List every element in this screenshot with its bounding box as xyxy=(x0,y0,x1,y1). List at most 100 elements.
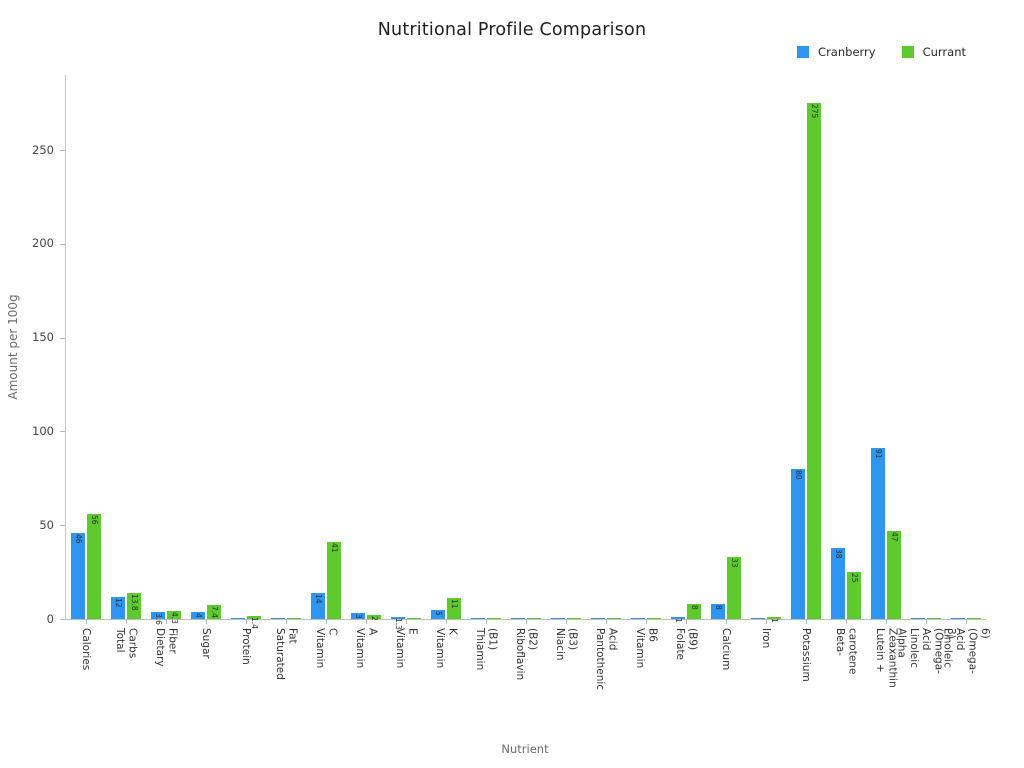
x-tick-mark xyxy=(365,619,367,624)
bar-currant: 7.4 xyxy=(207,605,221,619)
x-tick-label: Niacin (B3) xyxy=(554,628,579,661)
x-tick-label: Vitamin B6 xyxy=(634,628,659,669)
bar-currant: 1 xyxy=(767,617,781,623)
bar-cranberry xyxy=(951,618,965,619)
bar-value-label: 5 xyxy=(433,610,443,616)
bar-cranberry: 4 xyxy=(191,611,205,619)
bar-currant: 25 xyxy=(847,572,861,619)
bar-value-label: 41 xyxy=(329,543,339,553)
x-tick-label: Total Carbs xyxy=(114,628,139,659)
legend-swatch-icon xyxy=(901,46,914,58)
x-tick-label: Calcium xyxy=(720,628,733,671)
bar-cranberry xyxy=(751,618,765,619)
bar-currant: 1.4 xyxy=(247,616,261,629)
bar-currant: 13.8 xyxy=(127,593,141,619)
bar-value-label: 56 xyxy=(89,514,99,525)
bar-currant: 33 xyxy=(727,557,741,619)
x-tick-label: Lutein + Zeaxanthin xyxy=(874,628,899,688)
bar-value-label: 80 xyxy=(793,469,803,480)
bar-value-label: 4.3 xyxy=(169,611,179,624)
x-tick-mark xyxy=(445,619,447,624)
x-tick-label: Iron xyxy=(760,628,773,649)
bar-cranberry: 3.6 xyxy=(151,612,165,625)
bar-value-label: 12 xyxy=(113,597,123,608)
bar-value-label: 275 xyxy=(809,104,819,119)
bar-currant: 41 xyxy=(327,542,341,619)
y-tick-label: 50 xyxy=(39,517,54,532)
y-tick-label: 250 xyxy=(32,142,54,157)
bar-value-label: 1.4 xyxy=(249,617,259,630)
bar-value-label: 1.3 xyxy=(393,617,403,630)
x-tick-mark xyxy=(925,619,927,624)
bar-cranberry xyxy=(471,618,485,619)
legend-item-cranberry[interactable]: Cranberry xyxy=(797,45,876,59)
bar-currant xyxy=(607,618,621,619)
bar-value-label: 1 xyxy=(673,618,683,623)
bar-value-label: 7.4 xyxy=(209,606,219,619)
bar-value-label: 13.8 xyxy=(129,594,139,611)
bar-currant xyxy=(487,618,501,619)
x-tick-mark xyxy=(725,619,727,624)
x-tick-mark xyxy=(605,619,607,624)
bar-cranberry: 80 xyxy=(791,468,805,619)
bar-cranberry: 3 xyxy=(351,613,365,619)
y-tick-mark xyxy=(60,431,65,433)
bar-currant: 4.3 xyxy=(167,610,181,624)
x-tick-label: Vitamin E xyxy=(394,628,419,669)
bar-value-label: 14 xyxy=(313,593,323,604)
chart-title: Nutritional Profile Comparison xyxy=(377,20,647,40)
y-tick-label: 200 xyxy=(32,236,54,251)
x-tick-label: Sugar xyxy=(200,628,213,659)
bar-value-label: 4 xyxy=(193,612,203,618)
bar-value-label: 11 xyxy=(449,599,459,609)
bar-currant: 56 xyxy=(87,513,101,619)
bar-currant xyxy=(927,618,941,619)
x-tick-label: Folate (B9) xyxy=(674,628,699,661)
x-tick-label: Saturated Fat xyxy=(274,628,299,680)
bar-value-label: 46 xyxy=(73,533,83,544)
bar-value-label: 3.6 xyxy=(153,613,163,626)
x-tick-mark xyxy=(85,619,87,624)
legend-label: Currant xyxy=(922,45,966,59)
x-axis-title: Nutrient xyxy=(501,742,549,756)
x-tick-mark xyxy=(325,619,327,624)
x-tick-label: Vitamin C xyxy=(314,628,339,669)
y-tick-label: 0 xyxy=(46,611,54,626)
x-tick-label: Dietary Fiber xyxy=(154,628,179,667)
x-tick-mark xyxy=(525,619,527,624)
bar-cranberry xyxy=(591,618,605,619)
x-tick-mark xyxy=(245,619,247,624)
x-tick-label: Vitamin K xyxy=(434,628,459,669)
bar-cranberry: 1.3 xyxy=(391,616,405,630)
x-tick-label: Thiamin (B1) xyxy=(474,628,499,671)
x-tick-label: Beta-carotene xyxy=(834,628,859,675)
bar-value-label: 91 xyxy=(873,449,883,459)
x-tick-label: Riboflavin (B2) xyxy=(514,628,539,681)
x-tick-mark xyxy=(165,619,167,624)
bar-currant xyxy=(647,618,661,619)
y-tick-mark xyxy=(60,619,65,620)
x-tick-label: Vitamin A xyxy=(354,628,379,669)
legend: Cranberry Currant xyxy=(797,45,966,59)
bar-cranberry xyxy=(631,618,645,619)
y-tick-label: 100 xyxy=(32,423,54,438)
x-tick-label: Alpha Linoleic Acid (Omega-3) xyxy=(895,628,957,674)
y-axis-title: Amount per 100g xyxy=(6,294,20,400)
bar-cranberry xyxy=(511,618,525,619)
bar-cranberry xyxy=(551,618,565,619)
x-tick-mark xyxy=(805,619,807,624)
x-tick-mark xyxy=(685,619,687,624)
x-tick-label: Calories xyxy=(80,628,93,671)
y-tick-mark xyxy=(60,525,65,527)
bar-cranberry: 14 xyxy=(311,592,325,619)
bar-value-label: 38 xyxy=(833,548,843,559)
x-tick-label: Linoleic Acid (Omega-6) xyxy=(941,628,991,674)
legend-item-currant[interactable]: Currant xyxy=(901,45,966,59)
y-tick-label: 150 xyxy=(32,330,54,345)
bar-cranberry: 8 xyxy=(711,604,725,619)
y-tick-mark xyxy=(60,150,65,152)
bar-currant: 11 xyxy=(447,598,461,619)
plot-area: 0 50 100 150 200 250 46 56 Calories 12 13.8 Total C… xyxy=(32,75,991,690)
x-tick-mark xyxy=(405,619,407,624)
bar-cranberry xyxy=(231,618,245,619)
